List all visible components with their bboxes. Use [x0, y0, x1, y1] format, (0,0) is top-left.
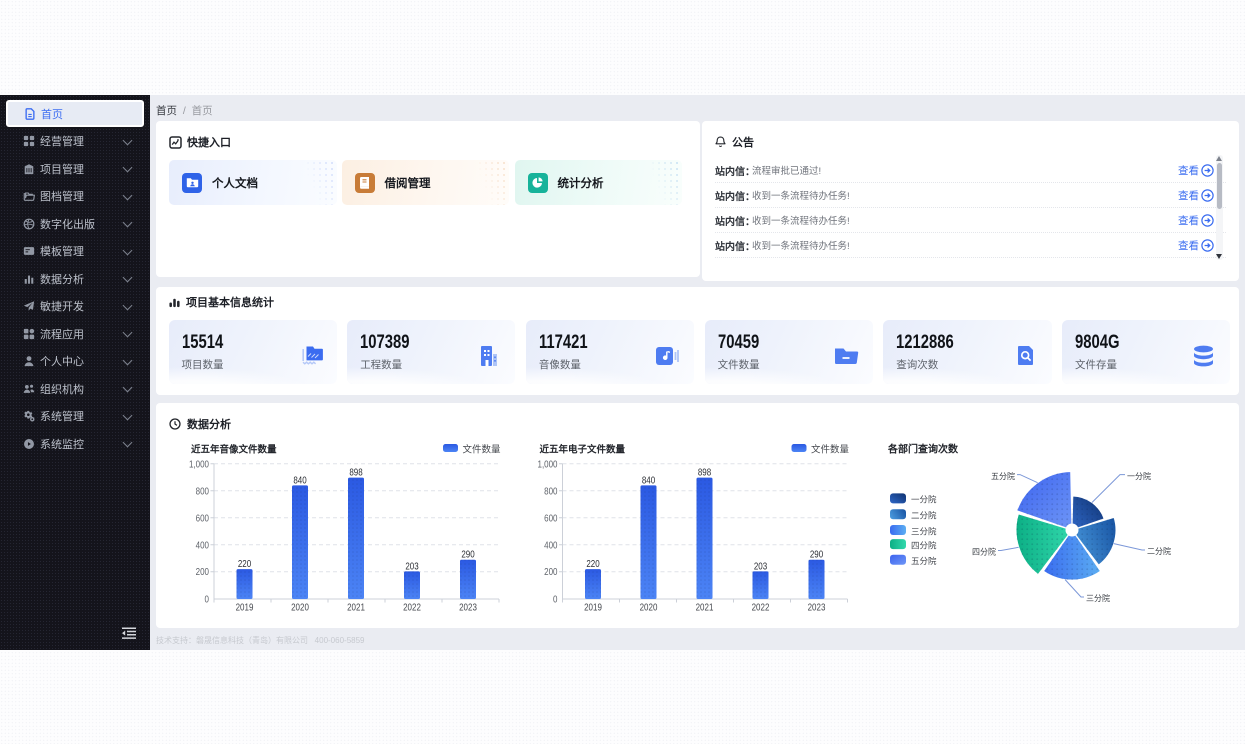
svg-text:一分院: 一分院 [1127, 471, 1151, 481]
svg-text:400: 400 [544, 539, 557, 550]
svg-text:290: 290 [810, 549, 823, 560]
svg-text:0: 0 [205, 594, 209, 605]
svg-text:2022: 2022 [752, 602, 770, 613]
svg-text:五分院: 五分院 [991, 471, 1015, 481]
svg-text:五分院: 五分院 [911, 556, 937, 566]
svg-text:2019: 2019 [236, 602, 254, 613]
svg-text:三分院: 三分院 [911, 526, 937, 536]
svg-text:二分院: 二分院 [1147, 546, 1171, 556]
svg-text:600: 600 [544, 512, 557, 523]
svg-text:840: 840 [642, 474, 655, 485]
svg-text:400: 400 [196, 539, 209, 550]
svg-text:0: 0 [553, 594, 557, 605]
svg-text:2023: 2023 [459, 602, 477, 613]
svg-text:898: 898 [349, 467, 362, 478]
svg-text:一分院: 一分院 [911, 495, 937, 505]
svg-text:文件数量: 文件数量 [811, 444, 850, 456]
svg-text:220: 220 [238, 558, 251, 569]
svg-text:2021: 2021 [347, 602, 365, 613]
svg-text:200: 200 [544, 566, 557, 577]
svg-text:898: 898 [698, 467, 711, 478]
svg-text:203: 203 [405, 560, 418, 571]
svg-text:2021: 2021 [696, 602, 714, 613]
svg-text:600: 600 [196, 512, 209, 523]
svg-text:三分院: 三分院 [1086, 593, 1110, 603]
svg-text:800: 800 [196, 485, 209, 496]
svg-text:290: 290 [461, 549, 474, 560]
svg-text:四分院: 四分院 [911, 540, 937, 550]
svg-text:文件数量: 文件数量 [463, 444, 502, 456]
svg-text:四分院: 四分院 [972, 547, 996, 557]
svg-text:各部门查询次数: 各部门查询次数 [887, 443, 959, 456]
svg-text:近五年音像文件数量: 近五年音像文件数量 [191, 444, 277, 456]
svg-text:200: 200 [196, 566, 209, 577]
svg-text:2022: 2022 [403, 602, 421, 613]
svg-text:近五年电子文件数量: 近五年电子文件数量 [540, 444, 626, 456]
svg-text:2023: 2023 [808, 602, 826, 613]
svg-text:2020: 2020 [291, 602, 309, 613]
svg-text:840: 840 [293, 474, 306, 485]
svg-text:二分院: 二分院 [911, 511, 937, 521]
svg-text:800: 800 [544, 485, 557, 496]
svg-text:2019: 2019 [584, 602, 602, 613]
svg-text:203: 203 [754, 560, 767, 571]
svg-text:220: 220 [586, 558, 599, 569]
svg-text:2020: 2020 [640, 602, 658, 613]
svg-text:1,000: 1,000 [537, 458, 557, 469]
svg-text:1,000: 1,000 [189, 458, 209, 469]
